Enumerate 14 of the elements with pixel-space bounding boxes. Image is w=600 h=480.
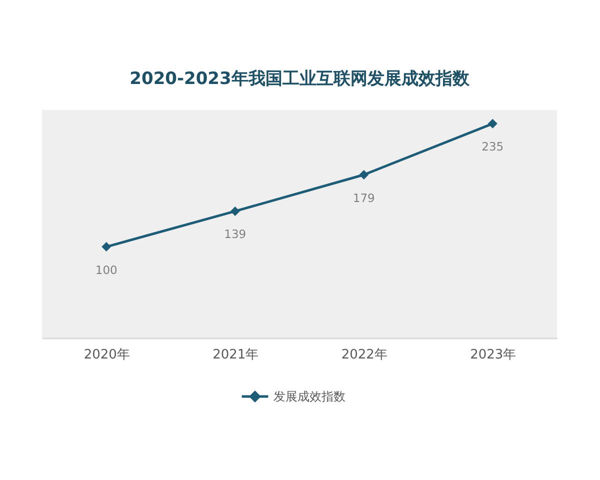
x-tick-label: 2021年 bbox=[212, 348, 259, 362]
x-tick-label: 2023年 bbox=[470, 348, 516, 362]
x-tick-label: 2020年 bbox=[84, 348, 130, 362]
point bbox=[102, 242, 112, 252]
data-label: 235 bbox=[482, 140, 504, 154]
point bbox=[359, 170, 369, 180]
data-label: 100 bbox=[95, 262, 118, 277]
x-tick-label: 2022年 bbox=[341, 348, 388, 362]
data-label: 139 bbox=[224, 227, 246, 242]
data-label: 179 bbox=[352, 190, 375, 205]
legend-label: 发展成效指数 bbox=[274, 390, 346, 404]
point bbox=[488, 118, 498, 128]
chart-title: 2020-2023年我国工业互联网发展成效指数 bbox=[130, 69, 470, 89]
point bbox=[230, 206, 240, 216]
